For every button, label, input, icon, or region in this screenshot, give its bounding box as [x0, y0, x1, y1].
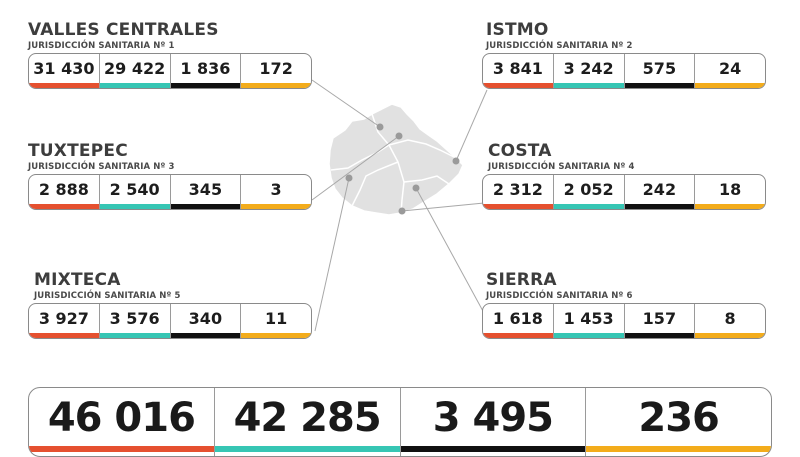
totals-box: 46 016 42 285 3 495 236 — [28, 387, 772, 457]
stat-cell: 31 430 — [29, 54, 100, 88]
stat-cell: 29 422 — [99, 54, 171, 88]
stat-cell: 1 453 — [553, 304, 625, 338]
stat-cell: 18 — [695, 175, 765, 209]
region-name: ISTMO — [486, 20, 549, 40]
stat-cell: 345 — [170, 175, 242, 209]
connector-istmo — [455, 89, 488, 162]
stat-cell: 3 — [241, 175, 311, 209]
stat-cell: 3 927 — [29, 304, 100, 338]
marker-tuxtepec — [395, 132, 403, 140]
stat-cell: 2 540 — [99, 175, 171, 209]
total-cell: 236 — [586, 388, 771, 456]
region-subtitle: JURISDICCIÓN SANITARIA Nº 2 — [486, 41, 633, 51]
stats-box: 1 618 1 453 157 8 — [482, 303, 766, 339]
region-name: MIXTECA — [34, 270, 121, 290]
stat-cell: 8 — [695, 304, 765, 338]
region-subtitle: JURISDICCIÓN SANITARIA Nº 5 — [34, 291, 181, 301]
map-markers — [345, 123, 460, 215]
stat-cell: 2 052 — [553, 175, 625, 209]
region-subtitle: JURISDICCIÓN SANITARIA Nº 1 — [28, 41, 175, 51]
stats-box: 3 927 3 576 340 11 — [28, 303, 312, 339]
connector-costa — [401, 202, 485, 212]
region-name: COSTA — [488, 141, 552, 161]
region-subtitle: JURISDICCIÓN SANITARIA Nº 3 — [28, 162, 175, 172]
stats-box: 31 430 29 422 1 836 172 — [28, 53, 312, 89]
stats-box: 3 841 3 242 575 24 — [482, 53, 766, 89]
connector-sierra — [415, 187, 485, 314]
stats-box: 2 312 2 052 242 18 — [482, 174, 766, 210]
connector-valles — [311, 79, 381, 128]
map-shape — [328, 103, 464, 216]
connector-lines — [311, 79, 488, 332]
stat-cell: 157 — [624, 304, 696, 338]
stat-cell: 1 618 — [483, 304, 554, 338]
stat-cell: 24 — [695, 54, 765, 88]
region-name: TUXTEPEC — [28, 141, 128, 161]
region-subtitle: JURISDICCIÓN SANITARIA Nº 6 — [486, 291, 633, 301]
stat-cell: 3 576 — [99, 304, 171, 338]
stat-cell: 340 — [170, 304, 242, 338]
stat-cell: 575 — [624, 54, 696, 88]
total-cell: 3 495 — [400, 388, 587, 456]
stat-cell: 11 — [241, 304, 311, 338]
marker-sierra — [412, 184, 420, 192]
total-cell: 46 016 — [29, 388, 215, 456]
stat-cell: 1 836 — [170, 54, 242, 88]
marker-costa — [398, 207, 406, 215]
stat-cell: 2 888 — [29, 175, 100, 209]
stats-box: 2 888 2 540 345 3 — [28, 174, 312, 210]
marker-valles — [376, 123, 384, 131]
marker-mixteca — [345, 174, 353, 182]
stat-cell: 2 312 — [483, 175, 554, 209]
connector-tuxtepec — [311, 135, 400, 201]
marker-istmo — [452, 157, 460, 165]
region-subtitle: JURISDICCIÓN SANITARIA Nº 4 — [488, 162, 635, 172]
connector-mixteca — [314, 177, 350, 332]
region-name: VALLES CENTRALES — [28, 20, 219, 40]
stat-cell: 172 — [241, 54, 311, 88]
stat-cell: 242 — [624, 175, 696, 209]
stat-cell: 3 242 — [553, 54, 625, 88]
region-name: SIERRA — [486, 270, 557, 290]
total-cell: 42 285 — [214, 388, 401, 456]
stat-cell: 3 841 — [483, 54, 554, 88]
